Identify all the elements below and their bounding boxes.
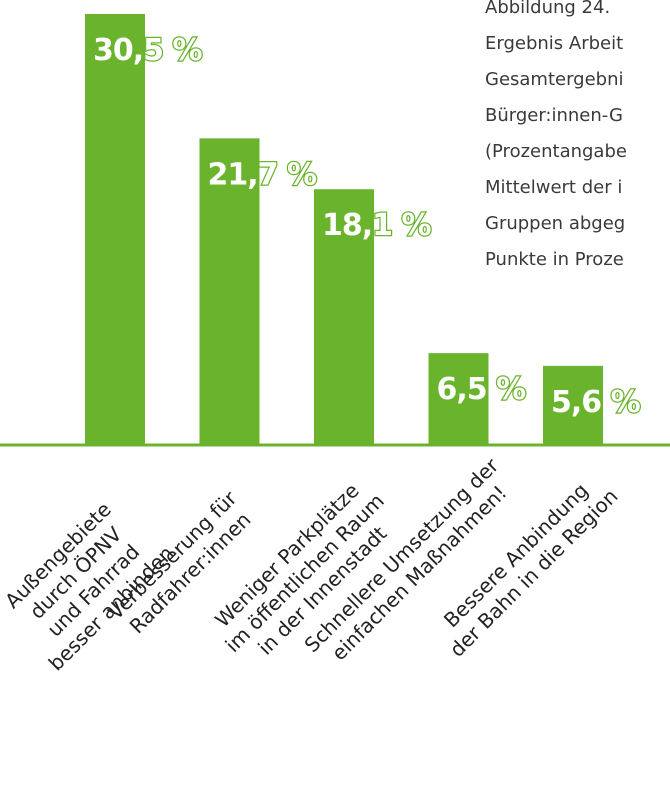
bar [199, 138, 260, 445]
value-label: 21,7 % [208, 157, 317, 192]
caption-line: Punkte in Proze [485, 249, 624, 270]
caption-line: Mittelwert der i [485, 177, 622, 198]
value-label: 30,5 % [93, 33, 202, 68]
bar [543, 365, 603, 445]
caption-line: Ergebnis Arbeit [485, 33, 623, 54]
caption-line: Gesamtergebni [485, 69, 624, 90]
value-label: 18,1 % [322, 208, 431, 243]
value-label: 6,5 % [437, 372, 527, 407]
bar [314, 189, 374, 445]
caption-line: Abbildung 24. [485, 0, 610, 18]
bar [428, 353, 489, 445]
value-label: 5,6 % [551, 385, 641, 420]
caption-line: (Prozentangabe [485, 141, 627, 162]
caption-line: Bürger:innen-G [485, 105, 623, 126]
bar [85, 14, 145, 445]
caption-line: Gruppen abgeg [485, 213, 625, 234]
